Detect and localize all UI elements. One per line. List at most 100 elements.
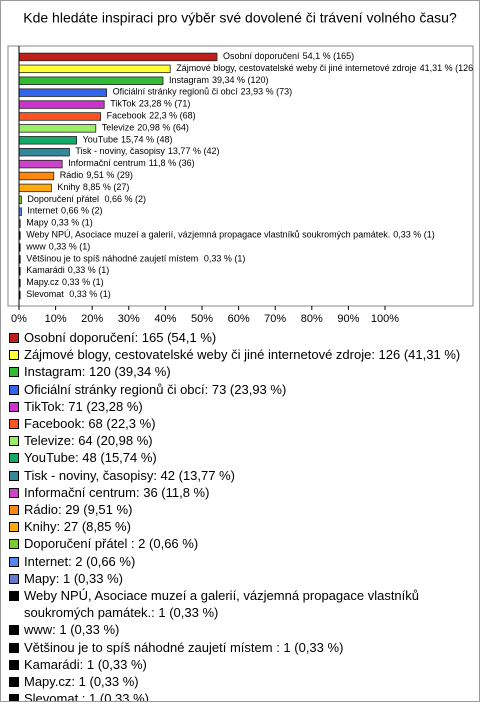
legend-swatch: [9, 419, 19, 430]
legend-label: Slevomat : 1 (0,33 %): [24, 691, 149, 702]
bar-value-label: 0,33 % (1): [49, 242, 91, 252]
legend-swatch: [9, 333, 19, 343]
legend-item: Internet: 2 (0,66 %): [9, 553, 464, 570]
bar-category: Slevomat: [26, 289, 66, 299]
legend-item: Instagram: 120 (39,34 %): [9, 363, 464, 380]
bar-value-label: 0,66 % (2): [104, 194, 146, 204]
bar-label: Facebook 22,3 % (68): [107, 111, 196, 121]
bar-value-label: 39,34 % (120): [212, 75, 269, 85]
legend-swatch: [9, 522, 19, 533]
bar-label: Mapy.cz 0,33 % (1): [26, 278, 103, 288]
bar-label: Informační centrum 11,8 % (36): [68, 158, 194, 168]
legend-label: Mapy: 1 (0,33 %): [24, 570, 123, 586]
bar: [18, 88, 107, 97]
legend-swatch: [9, 453, 19, 464]
bar-value-label: 8,85 % (27): [83, 182, 130, 192]
bar-category: Informační centrum: [68, 158, 146, 168]
x-tick-label: 70%: [264, 313, 286, 325]
bar-value-label: 9,51 % (29): [86, 170, 133, 180]
legend-label: Zájmové blogy, cestovatelské weby či jin…: [24, 347, 461, 363]
bar-category: Instagram: [169, 75, 209, 85]
legend-swatch: [9, 677, 19, 688]
bar-category: Doporučení přátel: [27, 194, 101, 204]
legend-item: Rádio: 29 (9,51 %): [9, 501, 464, 518]
legend-label: Informační centrum: 36 (11,8 %): [24, 484, 210, 500]
bar-value-label: 20,98 % (64): [137, 123, 189, 133]
legend-item: Informační centrum: 36 (11,8 %): [9, 484, 464, 501]
bar-label: Mapy 0,33 % (1): [26, 218, 93, 228]
bar: [18, 76, 164, 85]
legend-item: Mapy: 1 (0,33 %): [9, 570, 464, 587]
bar-category: Většinou je to spíš náhodné zaujetí míst…: [26, 254, 201, 264]
legend-label: Rádio: 29 (9,51 %): [24, 502, 133, 518]
bar-value-label: 41,31 % (126): [420, 63, 477, 73]
bar-label: TikTok 23,28 % (71): [110, 99, 190, 109]
bar-value-label: 0,33 % (1): [204, 254, 246, 264]
x-tick-label: 90%: [337, 313, 359, 325]
legend-swatch: [9, 350, 19, 361]
bar: [18, 136, 78, 145]
legend-swatch: [9, 659, 19, 670]
legend-item: Televize: 64 (20,98 %): [9, 432, 464, 449]
bar-label: Televize 20,98 % (64): [102, 123, 189, 133]
legend-label: Mapy.cz: 1 (0,33 %): [24, 674, 139, 690]
legend-label: Televize: 64 (20,98 %): [24, 433, 153, 449]
plot: Osobní doporučení 54,1 % (165) Zájmové blo…: [18, 51, 476, 299]
bar-label: Kamarádi 0,33 % (1): [26, 266, 109, 276]
bar-value-label: 15,74 % (48): [121, 135, 173, 145]
legend-item: Slevomat : 1 (0,33 %): [9, 690, 464, 702]
legend-label: TikTok: 71 (23,28 %): [24, 398, 143, 414]
bar-label: YouTube 15,74 % (48): [83, 135, 173, 145]
legend-swatch: [9, 556, 19, 567]
legend-item: YouTube: 48 (15,74 %): [9, 449, 464, 466]
legend-label: Většinou je to spíš náhodné zaujetí míst…: [24, 639, 344, 655]
bar-label: Rádio 9,51 % (29): [60, 170, 133, 180]
chart: Kde hledáte inspiraci pro výběr své dovo…: [7, 10, 476, 325]
legend-swatch: [9, 642, 19, 653]
bar-category: YouTube: [83, 135, 118, 145]
bar: [18, 171, 55, 181]
bar-label: Slevomat 0,33 % (1): [26, 289, 111, 299]
legend-label: Osobní doporučení: 165 (54,1 %): [24, 330, 217, 345]
bar-label: Doporučení přátel 0,66 % (2): [27, 194, 146, 204]
legend-item: TikTok: 71 (23,28 %): [9, 398, 464, 415]
legend-item: Knihy: 27 (8,85 %): [9, 518, 464, 535]
legend-item: Mapy.cz: 1 (0,33 %): [9, 673, 464, 690]
bar-value-label: 13,77 % (42): [168, 147, 220, 157]
legend-label: Tisk - noviny, časopisy: 42 (13,77 %): [24, 467, 235, 483]
bar-label: Tisk - noviny, časopisy 13,77 % (42): [75, 147, 219, 157]
legend-item: Facebook: 68 (22,3 %): [9, 415, 464, 432]
bar-value-label: 22,3 % (68): [149, 111, 196, 121]
x-tick-label: 100%: [371, 313, 399, 325]
bar-label: Zájmové blogy, cestovatelské weby či jin…: [176, 63, 476, 73]
x-tick-label: 50%: [191, 313, 213, 325]
bar-value-label: 11,8 % (36): [149, 158, 195, 168]
bar-label: Knihy 8,85 % (27): [57, 182, 129, 192]
bar-value-label: 0,33 % (1): [393, 230, 435, 240]
legend-swatch: [9, 401, 19, 412]
legend-swatch: [9, 487, 19, 498]
bar-value-label: 23,28 % (71): [139, 99, 191, 109]
bar-label: Internet 0,66 % (2): [27, 206, 102, 216]
bar-category: Televize: [102, 123, 135, 133]
bar-category: www: [25, 242, 46, 252]
legend-label: Weby NPÚ, Asociace muzeí a galerií, vázj…: [24, 588, 420, 621]
bar-category: Mapy.cz: [26, 278, 59, 288]
legend-item: Doporučení přátel : 2 (0,66 %): [9, 535, 464, 552]
bar-label: Weby NPÚ, Asociace muzeí a galerií, vázj…: [26, 230, 435, 240]
bar: [18, 100, 105, 109]
bar-category: Kamarádi: [26, 266, 65, 276]
legend-swatch: [9, 367, 19, 378]
legend-item: Zájmové blogy, cestovatelské weby či jin…: [9, 346, 464, 363]
bar-category: Rádio: [60, 170, 84, 180]
bar: [18, 52, 218, 62]
x-tick-label: 30%: [118, 313, 140, 325]
bar-category: Zájmové blogy, cestovatelské weby či jin…: [176, 63, 416, 73]
legend: Osobní doporučení: 165 (54,1 %) Zájmové b…: [9, 329, 464, 702]
bar-category: TikTok: [110, 99, 136, 109]
legend-item: Oficiální stránky regionů či obcí: 73 (2…: [9, 381, 464, 398]
bar-value-label: 54,1 % (165): [303, 51, 355, 61]
bar-label: www 0,33 % (1): [25, 242, 90, 252]
bar-category: Weby NPÚ, Asociace muzeí a galerií, vázj…: [26, 230, 390, 240]
